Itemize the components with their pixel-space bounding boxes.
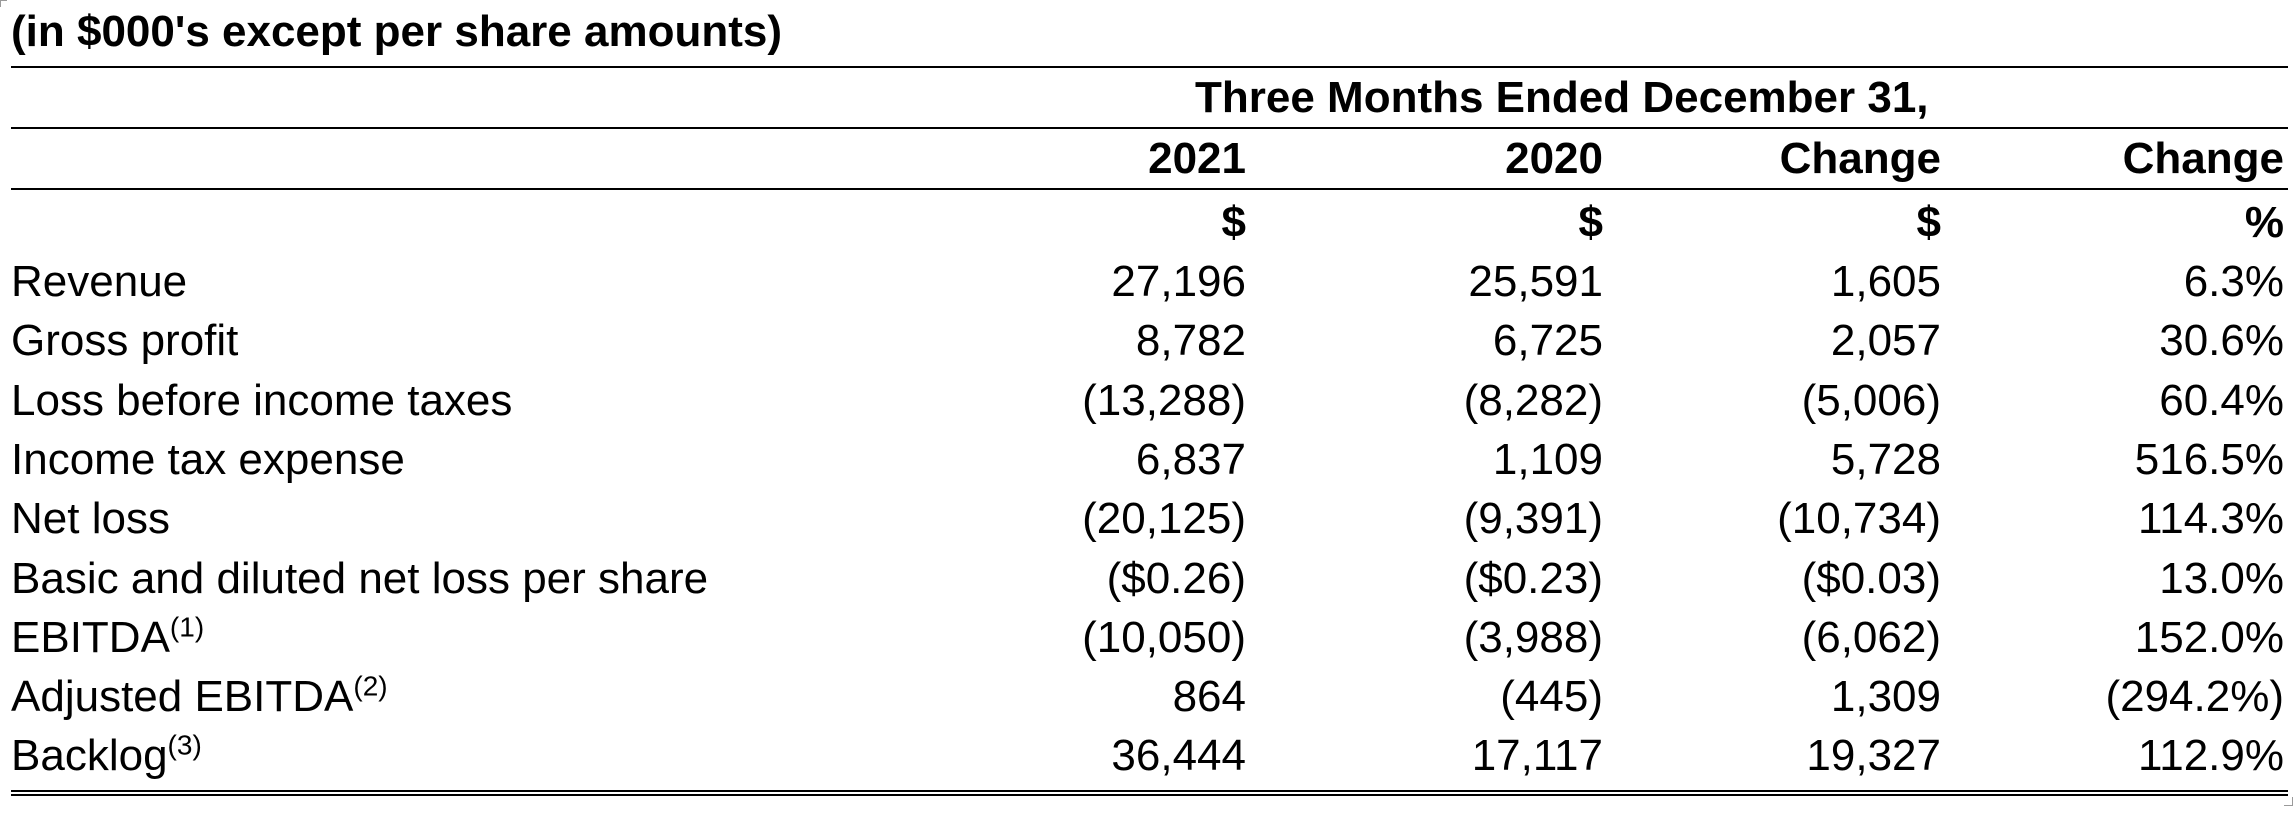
group-header: Three Months Ended December 31, [1195,73,1929,122]
value-change-percent: (294.2%) [2105,672,2284,721]
value-2021: (13,288) [1082,376,1246,425]
column-header-change-dollar: Change [1779,134,1941,183]
value-change-dollar: (5,006) [1801,376,1941,425]
value-change-dollar: 2,057 [1830,316,1941,365]
value-change-dollar: 1,605 [1830,257,1941,306]
table-row: Backlog(3) 36,444 17,117 19,327 112.9% [0,726,2294,785]
crop-mark-bottom-right [2284,797,2293,806]
footnote-marker: (3) [167,729,202,761]
value-2021: 864 [1172,672,1246,721]
value-change-percent: 516.5% [2134,435,2284,484]
value-change-percent: 114.3% [2138,494,2284,543]
row-label-text: Net loss [11,494,170,543]
value-change-dollar: ($0.03) [1801,554,1941,603]
table-row: Revenue 27,196 25,591 1,605 6.3% [0,252,2294,311]
value-2021: 8,782 [1135,316,1246,365]
unit-change-dollar: $ [1916,198,1941,247]
table-row: Income tax expense 6,837 1,109 5,728 516.5% [0,430,2294,489]
column-header-2020: 2020 [1505,134,1603,183]
value-2021: ($0.26) [1106,554,1246,603]
value-2020: (445) [1500,672,1603,721]
value-2020: ($0.23) [1463,554,1603,603]
column-header-rule [11,188,2288,190]
row-label-text: Loss before income taxes [11,376,513,425]
row-label: Adjusted EBITDA(2) [11,667,388,726]
row-label: Backlog(3) [11,726,202,785]
footnote-marker: (2) [353,670,388,702]
value-2020: (3,988) [1463,613,1603,662]
column-header-change-percent: Change [2122,134,2284,183]
footnote-marker: (1) [169,611,205,643]
value-change-percent: 6.3% [2183,257,2284,306]
value-change-percent: 60.4% [2159,376,2284,425]
value-2020: 6,725 [1492,316,1603,365]
row-label: Basic and diluted net loss per share [11,549,708,608]
value-2020: 25,591 [1468,257,1603,306]
table-row: Loss before income taxes (13,288) (8,282) (… [0,371,2294,430]
value-2021: (20,125) [1082,494,1246,543]
unit-2020: $ [1578,198,1603,247]
row-label: Revenue [11,252,187,311]
value-change-percent: 13.0% [2159,554,2284,603]
table-caption: (in $000's except per share amounts) [11,7,782,56]
value-2021: 6,837 [1135,435,1246,484]
value-2021: (10,050) [1082,613,1246,662]
value-change-percent: 30.6% [2159,316,2284,365]
column-header-2021: 2021 [1148,134,1246,183]
row-label-text: Adjusted EBITDA [11,672,354,721]
value-2020: (9,391) [1463,494,1603,543]
row-label: Income tax expense [11,430,405,489]
units-row: $ $ $ % [0,193,2294,252]
table-row: Gross profit 8,782 6,725 2,057 30.6% [0,311,2294,370]
value-2020: 1,109 [1492,435,1603,484]
group-header-rule [11,127,2288,129]
value-change-percent: 112.9% [2138,731,2284,780]
table-bottom-double-rule [11,790,2288,796]
table-row: Net loss (20,125) (9,391) (10,734) 114.3% [0,489,2294,548]
table-row: EBITDA(1) (10,050) (3,988) (6,062) 152.0% [0,608,2294,667]
row-label-text: EBITDA [11,613,170,662]
row-label-text: Backlog [11,731,168,780]
value-2020: 17,117 [1471,731,1603,780]
row-label: Loss before income taxes [11,371,512,430]
column-header-row: 2021 2020 Change Change [0,129,2294,188]
caption-rule [11,66,2288,68]
row-label: Gross profit [11,311,238,370]
value-change-dollar: 5,728 [1830,435,1941,484]
unit-2021: $ [1221,198,1246,247]
value-2021: 27,196 [1111,257,1246,306]
value-change-dollar: (10,734) [1777,494,1941,543]
row-label: EBITDA(1) [11,608,204,667]
table-row: Adjusted EBITDA(2) 864 (445) 1,309 (294.2%) [0,667,2294,726]
row-label: Net loss [11,489,170,548]
value-2020: (8,282) [1463,376,1603,425]
row-label-text: Revenue [11,257,188,306]
value-2021: 36,444 [1111,731,1246,780]
value-change-dollar: 19,327 [1806,731,1941,780]
value-change-dollar: (6,062) [1801,613,1941,662]
crop-mark-top-left [0,0,7,7]
row-label-text: Gross profit [11,316,239,365]
value-change-percent: 152.0% [2134,613,2284,662]
unit-change-percent: % [2244,198,2284,247]
value-change-dollar: 1,309 [1830,672,1941,721]
row-label-text: Income tax expense [11,435,405,484]
row-label-text: Basic and diluted net loss per share [11,554,709,603]
table-row: Basic and diluted net loss per share ($0.… [0,549,2294,608]
